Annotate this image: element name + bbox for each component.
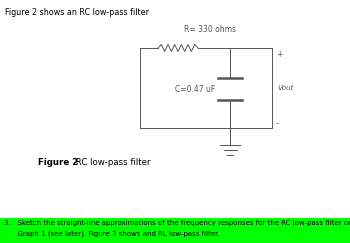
Text: R= 330 ohms: R= 330 ohms <box>184 25 236 34</box>
Text: RC low-pass filter: RC low-pass filter <box>73 158 150 167</box>
Text: -: - <box>276 120 279 129</box>
Text: Graph 1 (see later). Figure 3 shows and RL low-pass filter.: Graph 1 (see later). Figure 3 shows and … <box>4 230 220 236</box>
Text: +: + <box>276 50 282 59</box>
Text: Vout: Vout <box>277 85 294 91</box>
Text: Figure 2 shows an RC low-pass filter: Figure 2 shows an RC low-pass filter <box>5 8 149 17</box>
Text: 3.   Sketch the straight-line approximations of the frequency responses for the : 3. Sketch the straight-line approximatio… <box>4 220 350 226</box>
Text: Figure 2: Figure 2 <box>38 158 78 167</box>
Bar <box>0 218 350 243</box>
Text: C=0.47 uF: C=0.47 uF <box>175 85 215 94</box>
